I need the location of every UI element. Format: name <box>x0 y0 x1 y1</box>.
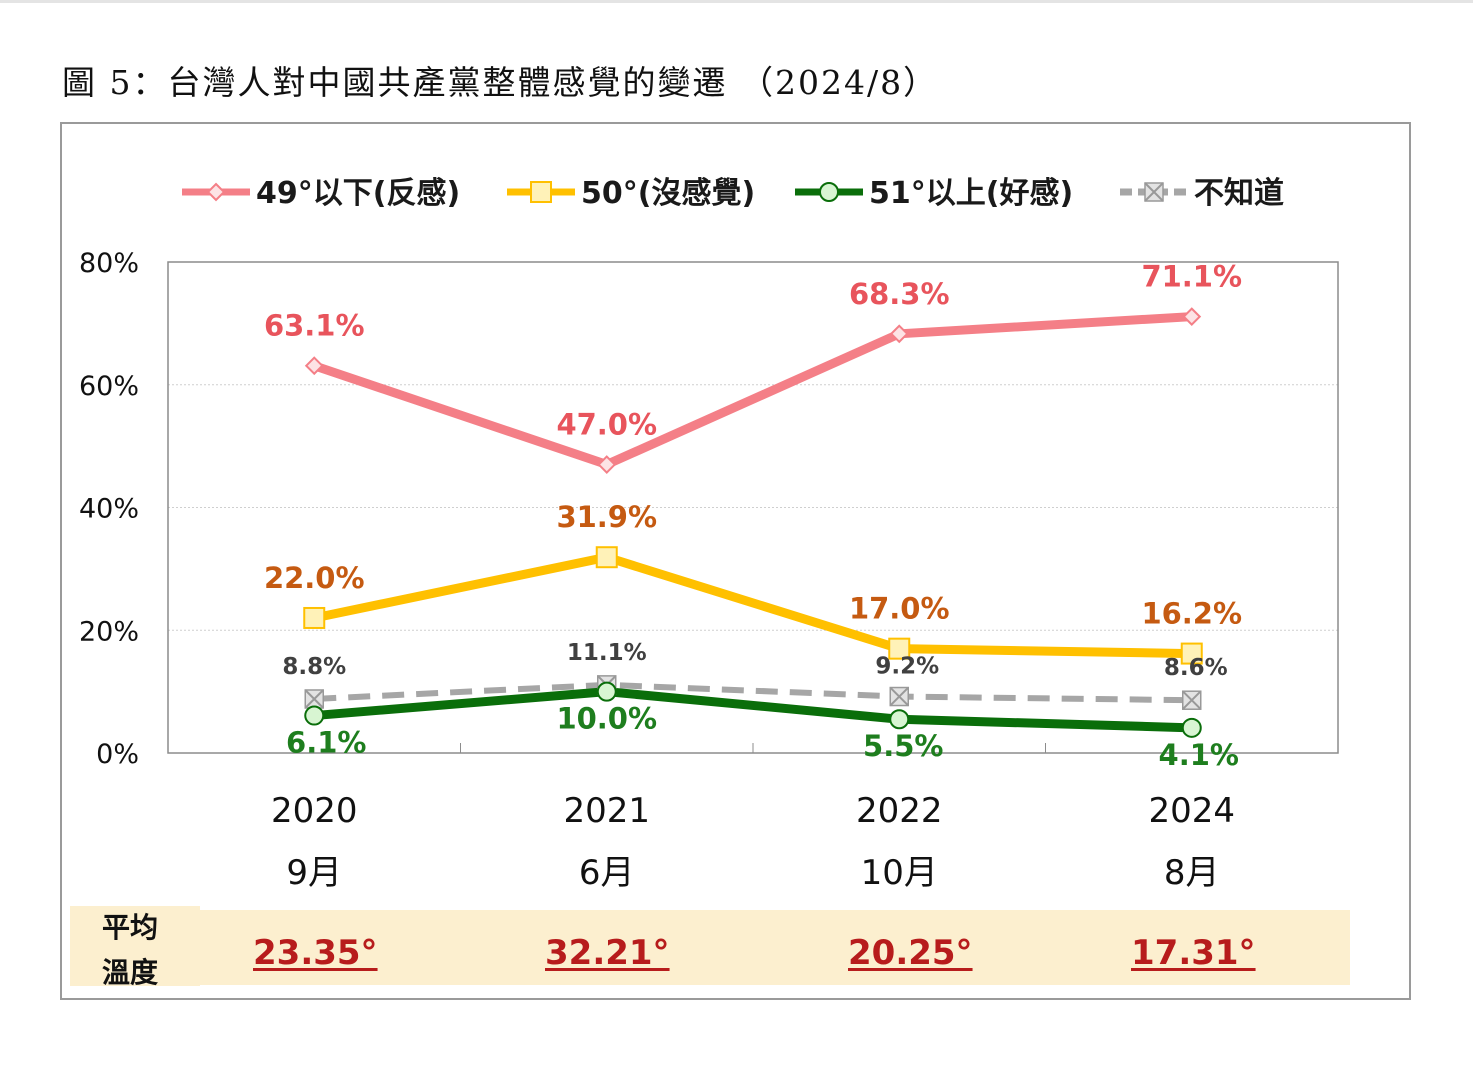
series-3-label-3: 5.5% <box>863 729 943 763</box>
series-1-point-4 <box>1182 307 1202 327</box>
average-temperature-band <box>70 910 1350 985</box>
y-tick-label-4: 60% <box>79 371 139 402</box>
series-2-label-1: 22.0% <box>264 561 365 595</box>
top-divider <box>0 0 1473 3</box>
series-1-point-1 <box>304 356 324 376</box>
series-1-point-2 <box>597 455 617 474</box>
series-2-label-4: 16.2% <box>1141 597 1242 631</box>
x-tick-month-4: 8月 <box>1164 853 1220 893</box>
series-2-point-1 <box>303 606 326 629</box>
series-4-point-3 <box>889 686 909 707</box>
series-4-point-4 <box>1182 690 1202 710</box>
series-3-point-3 <box>889 709 910 730</box>
series-1-label-4: 71.1% <box>1141 260 1242 294</box>
series-4-point-1 <box>304 689 324 709</box>
x-tick-year-2: 2021 <box>563 791 650 831</box>
average-label-box <box>70 906 200 986</box>
series-1-point-3 <box>889 324 909 344</box>
series-2-point-3 <box>888 637 911 660</box>
series-4-label-3: 9.2% <box>875 654 939 680</box>
legend-marker-4 <box>1144 182 1164 202</box>
legend-label-4: 不知道 <box>1194 176 1284 211</box>
series-3-point-1 <box>304 705 325 726</box>
series-3-point-2 <box>596 681 617 702</box>
y-tick-label-2: 20% <box>79 616 139 647</box>
series-4-label-4: 8.6% <box>1164 655 1228 681</box>
x-tick-year-1: 2020 <box>271 791 358 831</box>
average-label-line2: 溫度 <box>102 956 159 989</box>
average-value-2022: 20.25° <box>848 933 973 973</box>
series-line-3 <box>313 687 1192 733</box>
series-3-label-4: 4.1% <box>1159 738 1239 772</box>
average-value-2024: 17.31° <box>1131 933 1256 973</box>
legend-label-2: 50°(沒感覺) <box>581 176 755 211</box>
series-2-label-3: 17.0% <box>849 592 950 626</box>
average-value-2020: 23.35° <box>253 933 378 973</box>
series-2-point-4 <box>1180 642 1203 665</box>
average-value-2021: 32.21° <box>545 933 670 973</box>
series-4-label-2: 11.1% <box>567 640 647 666</box>
y-tick-label-3: 40% <box>79 494 139 525</box>
series-1-label-3: 68.3% <box>849 277 950 311</box>
chart-frame <box>60 122 1411 1000</box>
series-1-label-2: 47.0% <box>556 408 657 442</box>
series-line-2 <box>313 552 1192 659</box>
x-tick-year-4: 2024 <box>1148 791 1235 831</box>
series-2-point-2 <box>595 546 618 569</box>
y-tick-label-5: 80% <box>79 248 139 279</box>
series-4-label-1: 8.8% <box>282 654 346 680</box>
series-line-4 <box>314 681 1192 704</box>
series-3-label-1: 6.1% <box>286 726 366 760</box>
figure-title: 圖 5：台灣人對中國共產黨整體感覺的變遷 （2024/8） <box>62 63 939 102</box>
series-line-1 <box>312 312 1193 470</box>
series-3-label-2: 10.0% <box>556 702 657 736</box>
series-2-label-2: 31.9% <box>556 500 657 534</box>
x-tick-month-2: 6月 <box>579 853 635 893</box>
x-tick-month-3: 10月 <box>861 853 938 893</box>
x-tick-month-1: 9月 <box>286 853 342 893</box>
legend-label-3: 51°以上(好感) <box>869 176 1073 211</box>
average-label-line1: 平均 <box>102 911 159 944</box>
series-3-point-4 <box>1181 717 1202 738</box>
y-tick-label-1: 0% <box>96 739 139 770</box>
series-1-label-1: 63.1% <box>264 309 365 343</box>
legend-marker-1 <box>206 182 226 202</box>
legend-marker-3 <box>819 182 839 202</box>
legend-label-1: 49°以下(反感) <box>256 176 460 211</box>
legend-marker-2 <box>530 181 552 203</box>
x-tick-year-3: 2022 <box>856 791 943 831</box>
